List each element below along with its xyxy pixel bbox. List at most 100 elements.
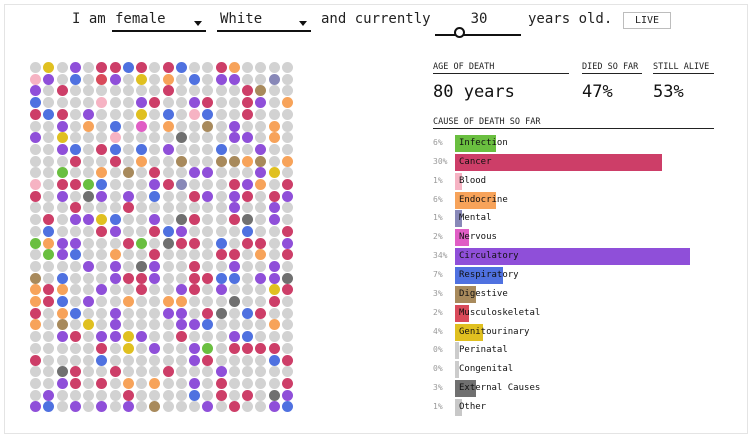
- person-dot: [43, 73, 55, 85]
- person-dot: [109, 354, 121, 366]
- person-dot: [228, 73, 240, 85]
- person-dot: [175, 331, 187, 343]
- person-dot: [281, 249, 293, 261]
- person-dot: [83, 108, 94, 120]
- person-dot: [69, 342, 81, 354]
- person-dot: [202, 108, 214, 120]
- person-dot: [215, 202, 227, 214]
- person-dot: [43, 237, 55, 249]
- person-dot: [83, 85, 94, 97]
- person-dot: [149, 143, 161, 155]
- person-dot: [149, 237, 161, 249]
- person-dot: [136, 237, 147, 249]
- person-dot: [109, 249, 121, 261]
- person-dot: [96, 284, 108, 296]
- person-dot: [83, 132, 94, 144]
- person-dot: [228, 214, 240, 226]
- person-dot: [56, 366, 68, 378]
- person-dot: [56, 272, 68, 284]
- person-dot: [83, 120, 94, 132]
- person-dot: [149, 225, 161, 237]
- person-dot: [96, 167, 108, 179]
- person-dot: [30, 190, 41, 202]
- person-dot: [43, 179, 55, 190]
- person-dot: [228, 331, 240, 343]
- person-dot: [122, 190, 134, 202]
- person-dot: [149, 190, 161, 202]
- person-dot: [109, 143, 121, 155]
- person-dot: [202, 284, 214, 296]
- person-dot: [228, 190, 240, 202]
- person-dot: [175, 307, 187, 319]
- person-dot: [136, 377, 147, 389]
- person-dot: [83, 401, 94, 413]
- age-slider-handle[interactable]: [454, 27, 465, 38]
- person-dot: [69, 108, 81, 120]
- person-dot: [281, 62, 293, 73]
- person-dot: [175, 190, 187, 202]
- cause-row-congenital: 0% Congenital: [433, 361, 723, 379]
- race-select[interactable]: White: [217, 8, 311, 32]
- person-dot: [242, 272, 253, 284]
- person-dot: [96, 249, 108, 261]
- still-alive-label: STILL ALIVE: [653, 62, 710, 72]
- person-dot: [255, 143, 267, 155]
- person-dot: [136, 97, 147, 109]
- person-dot: [69, 307, 81, 319]
- person-dot: [56, 120, 68, 132]
- person-dot: [189, 237, 200, 249]
- person-dot: [162, 85, 174, 97]
- person-dot: [96, 307, 108, 319]
- person-dot: [122, 97, 134, 109]
- person-dot: [242, 377, 253, 389]
- person-dot: [242, 214, 253, 226]
- person-dot: [175, 108, 187, 120]
- person-dot: [69, 377, 81, 389]
- cause-row-circulatory: 34% Circulatory: [433, 248, 723, 266]
- person-dot: [136, 319, 147, 331]
- person-dot: [96, 108, 108, 120]
- person-dot: [255, 296, 267, 307]
- person-dot: [255, 167, 267, 179]
- cause-percent: 1%: [433, 213, 443, 223]
- person-dot: [122, 249, 134, 261]
- live-button[interactable]: LIVE: [623, 12, 671, 29]
- person-dot: [268, 167, 280, 179]
- person-dot: [281, 260, 293, 272]
- person-dot: [109, 366, 121, 378]
- person-dot: [136, 202, 147, 214]
- person-dot: [30, 155, 41, 167]
- person-dot: [162, 401, 174, 413]
- person-dot: [189, 190, 200, 202]
- person-dot: [30, 202, 41, 214]
- person-dot: [268, 237, 280, 249]
- person-dot: [122, 132, 134, 144]
- person-dot: [189, 108, 200, 120]
- person-dot: [83, 389, 94, 401]
- cause-bar: [455, 323, 483, 341]
- person-dot: [255, 202, 267, 214]
- age-slider-track[interactable]: [435, 34, 521, 36]
- person-dot: [69, 132, 81, 144]
- person-dot: [281, 167, 293, 179]
- person-dot: [83, 97, 94, 109]
- sex-select[interactable]: female: [112, 8, 206, 32]
- person-dot: [109, 284, 121, 296]
- person-dot: [228, 62, 240, 73]
- person-dot: [69, 179, 81, 190]
- person-dot: [136, 366, 147, 378]
- person-dot: [122, 331, 134, 343]
- person-dot: [281, 354, 293, 366]
- divider: [433, 128, 714, 129]
- person-dot: [122, 296, 134, 307]
- person-dot: [56, 97, 68, 109]
- person-dot: [175, 284, 187, 296]
- person-dot: [255, 272, 267, 284]
- person-dot: [202, 225, 214, 237]
- person-dot: [43, 97, 55, 109]
- person-dot: [202, 132, 214, 144]
- person-dot: [255, 366, 267, 378]
- person-dot: [175, 354, 187, 366]
- person-dot: [149, 260, 161, 272]
- cause-label: Other: [459, 401, 487, 412]
